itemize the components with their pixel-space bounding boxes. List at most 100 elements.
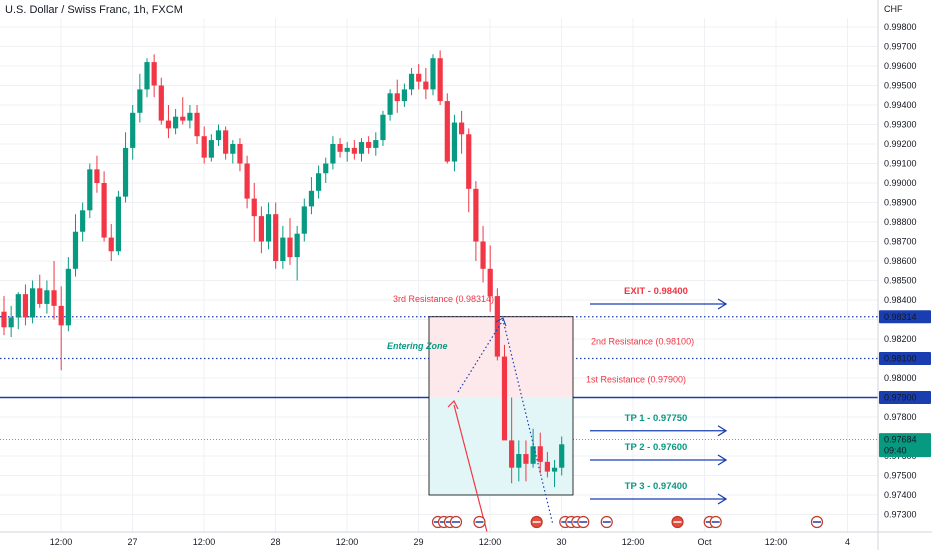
price-tick-label: 0.98400 (884, 295, 917, 305)
candle-up (115, 196, 121, 252)
candle-up (344, 147, 350, 152)
target-label: TP 1 - 0.97750 (625, 413, 688, 424)
candle-down (158, 85, 164, 121)
candle-up (208, 140, 214, 158)
candle-down (94, 169, 100, 183)
price-tick-label: 0.97400 (884, 490, 917, 500)
candle-up (144, 62, 150, 90)
candle-down (444, 101, 450, 162)
candle-up (173, 116, 179, 129)
candle-up (137, 89, 143, 113)
candle-up (65, 268, 71, 326)
level-price-tag (879, 310, 931, 324)
price-tick-label: 0.98500 (884, 276, 917, 286)
candle-down (437, 58, 443, 102)
resistance-annotation: 3rd Resistance (0.98314) (393, 294, 494, 304)
entry-zone-upper (429, 316, 573, 398)
candle-up (215, 130, 222, 141)
candle-down (509, 440, 515, 468)
candle-down (537, 446, 543, 462)
price-axis[interactable]: 0.99800 0.99700 0.99600 0.99500 0.99400 0.993… (877, 0, 931, 550)
candle-down (416, 73, 422, 82)
price-tick-label: 0.99300 (884, 120, 917, 130)
time-tick-label: 27 (127, 537, 137, 547)
time-tick-label: 12:00 (193, 537, 216, 547)
candle-down (459, 122, 465, 135)
candle-up (80, 210, 86, 232)
candle-down (473, 188, 479, 242)
entering-zone-label: Entering Zone (387, 341, 448, 351)
candle-down (544, 461, 550, 472)
current-price-tag (879, 433, 931, 458)
candle-up (559, 444, 565, 468)
arrow-right-icon (717, 425, 728, 437)
candle-down (237, 144, 243, 164)
candle-up (30, 288, 36, 318)
candle-down (108, 237, 114, 252)
candle-up (265, 214, 272, 242)
price-tick-label: 0.99700 (884, 42, 917, 52)
target-label: TP 2 - 0.97600 (625, 442, 688, 453)
economic-events[interactable] (431, 515, 824, 529)
candle-up (44, 290, 50, 304)
price-tick-label: 0.99100 (884, 159, 917, 169)
candle-down (487, 268, 493, 297)
target-label: TP 3 - 0.97400 (625, 481, 688, 492)
price-tick-label: 0.99800 (884, 22, 917, 32)
entry-zone-lower (429, 397, 573, 495)
price-tick-label: 0.99000 (884, 178, 917, 188)
candle-up (187, 112, 193, 121)
candle-up (308, 190, 315, 207)
targets: EXIT - 0.98400 TP 1 - 0.97750 TP 2 - 0.976… (590, 286, 728, 505)
candle-up (316, 173, 322, 191)
level-price-tag (879, 352, 931, 365)
price-tick-label: 0.97300 (884, 510, 917, 520)
candle-down (165, 120, 172, 129)
price-tick-label: 0.98000 (884, 373, 917, 383)
current-price-label: 0.97684 (884, 435, 917, 445)
candle-down (37, 288, 43, 304)
arrowhead-icon (447, 399, 459, 410)
time-tick-label: 29 (413, 537, 423, 547)
price-tick-label: 0.99500 (884, 81, 917, 91)
candle-up (330, 144, 336, 164)
arrow-right-icon (717, 493, 728, 505)
price-tick-label: 0.97500 (884, 471, 917, 481)
candle-up (408, 73, 415, 90)
candle-up (516, 454, 522, 468)
projection-red-line (453, 404, 488, 533)
target-label: EXIT - 0.98400 (624, 286, 688, 297)
candle-down (394, 93, 400, 102)
candle-up (122, 147, 129, 197)
time-axis[interactable]: 12:00 27 12:00 28 12:00 29 12:00 30 12:00 Oct 12:0… (0, 531, 932, 547)
candle-down (523, 454, 529, 464)
entry-zone-border (428, 316, 574, 496)
candle-down (258, 216, 264, 242)
candle-down (101, 183, 107, 238)
candle-down (151, 62, 157, 86)
candle-down (223, 130, 229, 154)
time-tick-label: 12:00 (765, 537, 788, 547)
candle-up (430, 58, 436, 90)
countdown-label: 09:40 (884, 446, 907, 456)
level-price-tag-label: 0.97900 (884, 393, 917, 403)
candle-up (401, 89, 407, 102)
candle-down (244, 163, 250, 199)
candle-down (287, 237, 293, 258)
candle-down (58, 305, 64, 326)
candle-down (51, 290, 57, 306)
time-tick-label: 12:00 (622, 537, 645, 547)
chart-title: U.S. Dollar / Swiss Franc, 1h, FXCM (5, 4, 183, 16)
candle-up (387, 93, 393, 115)
candle-up (380, 114, 386, 141)
candle-down (194, 112, 200, 137)
candle-down (273, 214, 279, 261)
candle-down (337, 144, 343, 152)
candle-up (323, 163, 329, 174)
candle-up (530, 446, 536, 464)
candle-up (72, 231, 79, 269)
price-tick-label: 0.99400 (884, 100, 917, 110)
resistance-annotation: 2nd Resistance (0.98100) (591, 337, 694, 347)
candle-up (15, 294, 21, 318)
